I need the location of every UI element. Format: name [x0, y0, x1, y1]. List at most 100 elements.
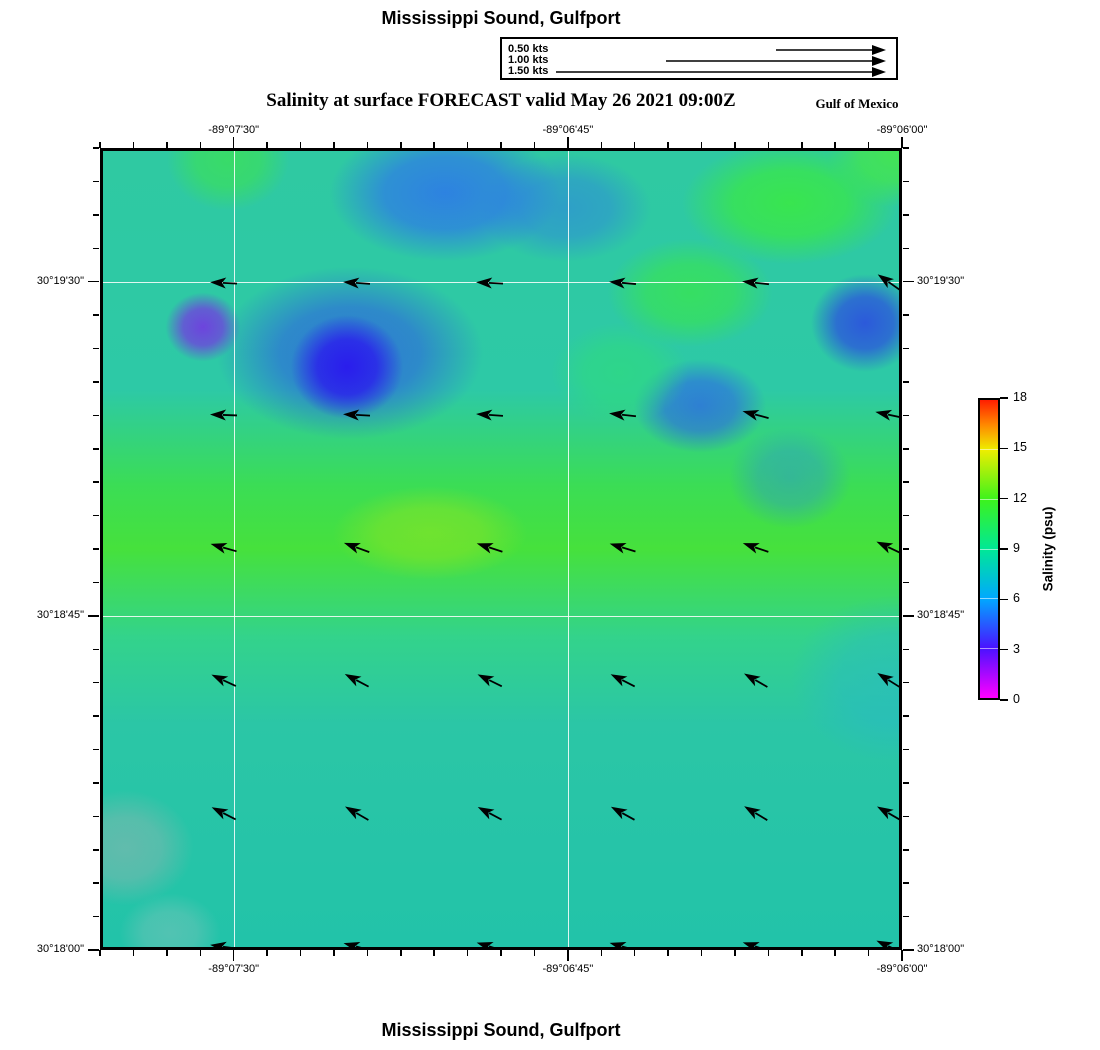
axis-tick — [903, 347, 909, 350]
axis-tick — [903, 882, 909, 884]
x-axis-label-bottom: -89°07'30" — [208, 963, 260, 975]
axis-tick — [633, 142, 636, 148]
current-vector-icon — [609, 941, 636, 947]
axis-tick — [903, 949, 914, 951]
axis-tick — [88, 615, 99, 617]
axis-tick — [903, 915, 909, 918]
axis-tick — [834, 142, 836, 148]
axis-tick — [903, 581, 909, 584]
current-vector-icon — [476, 409, 504, 421]
colorbar-level-line — [980, 498, 998, 500]
axis-tick — [567, 950, 569, 961]
axis-tick — [93, 681, 99, 684]
speed-legend: 0.50 kts 1.00 kts 1.50 kts — [500, 37, 898, 80]
axis-tick — [199, 142, 201, 148]
colorbar-level-line — [980, 647, 998, 649]
colorbar-tick-label: 6 — [1013, 591, 1020, 606]
axis-tick — [93, 882, 99, 884]
current-vector-icon — [210, 941, 238, 947]
axis-tick — [400, 142, 402, 148]
axis-tick — [99, 142, 101, 148]
colorbar-tick — [1000, 699, 1008, 701]
current-vector-icon — [742, 277, 770, 289]
axis-tick — [801, 950, 803, 956]
axis-tick — [901, 137, 903, 148]
axis-tick — [266, 142, 268, 148]
y-axis-label-right: 30°18'00" — [917, 943, 965, 955]
axis-tick — [199, 950, 201, 956]
colorbar-tick-label: 15 — [1013, 440, 1027, 455]
axis-tick — [266, 950, 268, 956]
axis-tick — [600, 950, 602, 956]
axis-tick — [93, 782, 99, 784]
axis-tick — [93, 147, 99, 149]
current-vector-icon — [211, 807, 237, 821]
speed-legend-entry: 0.50 kts — [508, 42, 549, 55]
map-gridline-horizontal — [103, 615, 899, 617]
axis-tick — [93, 180, 99, 183]
axis-ticks-right — [903, 147, 914, 951]
axis-ticks-bottom — [99, 950, 903, 961]
axis-tick — [93, 381, 99, 383]
axis-tick — [93, 648, 99, 650]
axis-tick — [903, 815, 909, 818]
axis-tick — [903, 748, 909, 751]
current-vector-icon — [875, 409, 899, 421]
current-vector-icon — [609, 409, 637, 421]
axis-tick — [903, 280, 914, 283]
region-label: Gulf of Mexico — [815, 96, 899, 111]
colorbar-tick — [1000, 447, 1008, 450]
axis-tick — [600, 142, 602, 148]
axis-tick — [93, 849, 99, 851]
axis-tick — [166, 950, 168, 956]
colorbar-title: Salinity (psu) — [1040, 506, 1056, 592]
current-vector-icon — [210, 409, 238, 421]
axis-ticks-top — [99, 137, 903, 148]
axis-tick — [903, 247, 909, 249]
axis-tick — [903, 214, 909, 216]
current-vector-icon — [877, 274, 899, 291]
current-vector-icon — [742, 543, 769, 554]
axis-tick — [667, 142, 669, 148]
axis-tick — [93, 748, 99, 751]
axis-tick — [903, 548, 909, 550]
axis-tick — [767, 142, 770, 148]
legend-arrow-icon — [666, 56, 886, 66]
axis-tick — [500, 950, 502, 956]
current-vector-icon — [210, 542, 237, 554]
axis-tick — [232, 137, 235, 148]
axis-tick — [903, 180, 909, 183]
current-vector-icon — [877, 673, 899, 689]
colorbar-tick-label: 9 — [1013, 541, 1020, 555]
colorbar-level-line — [980, 598, 998, 600]
axis-tick — [767, 950, 770, 956]
axis-tick — [903, 782, 909, 784]
y-axis-label-right: 30°18'45" — [917, 608, 965, 621]
axis-tick — [903, 715, 909, 717]
axis-tick — [366, 142, 369, 148]
axis-tick — [93, 414, 99, 417]
current-vector-icon — [477, 674, 503, 688]
axis-tick — [400, 950, 402, 956]
axis-tick — [93, 581, 99, 584]
axis-tick — [88, 949, 99, 951]
colorbar-tick — [1000, 648, 1008, 651]
current-vector-icon — [211, 674, 237, 687]
colorbar-tick-label: 3 — [1013, 641, 1020, 656]
legend-arrow-icon — [556, 67, 886, 77]
axis-tick — [93, 514, 99, 517]
current-vector-icon — [876, 541, 899, 554]
axis-tick — [132, 950, 135, 956]
axis-tick — [867, 950, 870, 956]
axis-tick — [500, 142, 502, 148]
axis-tick — [903, 648, 909, 650]
current-vector-icon — [744, 673, 768, 688]
current-vector-icon — [476, 942, 503, 947]
y-axis-label-right: 30°19'30" — [917, 274, 965, 287]
current-vector-icon — [344, 673, 370, 688]
current-vector-icon — [609, 543, 636, 554]
current-vector-icon — [477, 806, 503, 821]
axis-tick — [93, 448, 99, 450]
axis-tick — [93, 481, 99, 483]
axis-tick — [903, 681, 909, 684]
